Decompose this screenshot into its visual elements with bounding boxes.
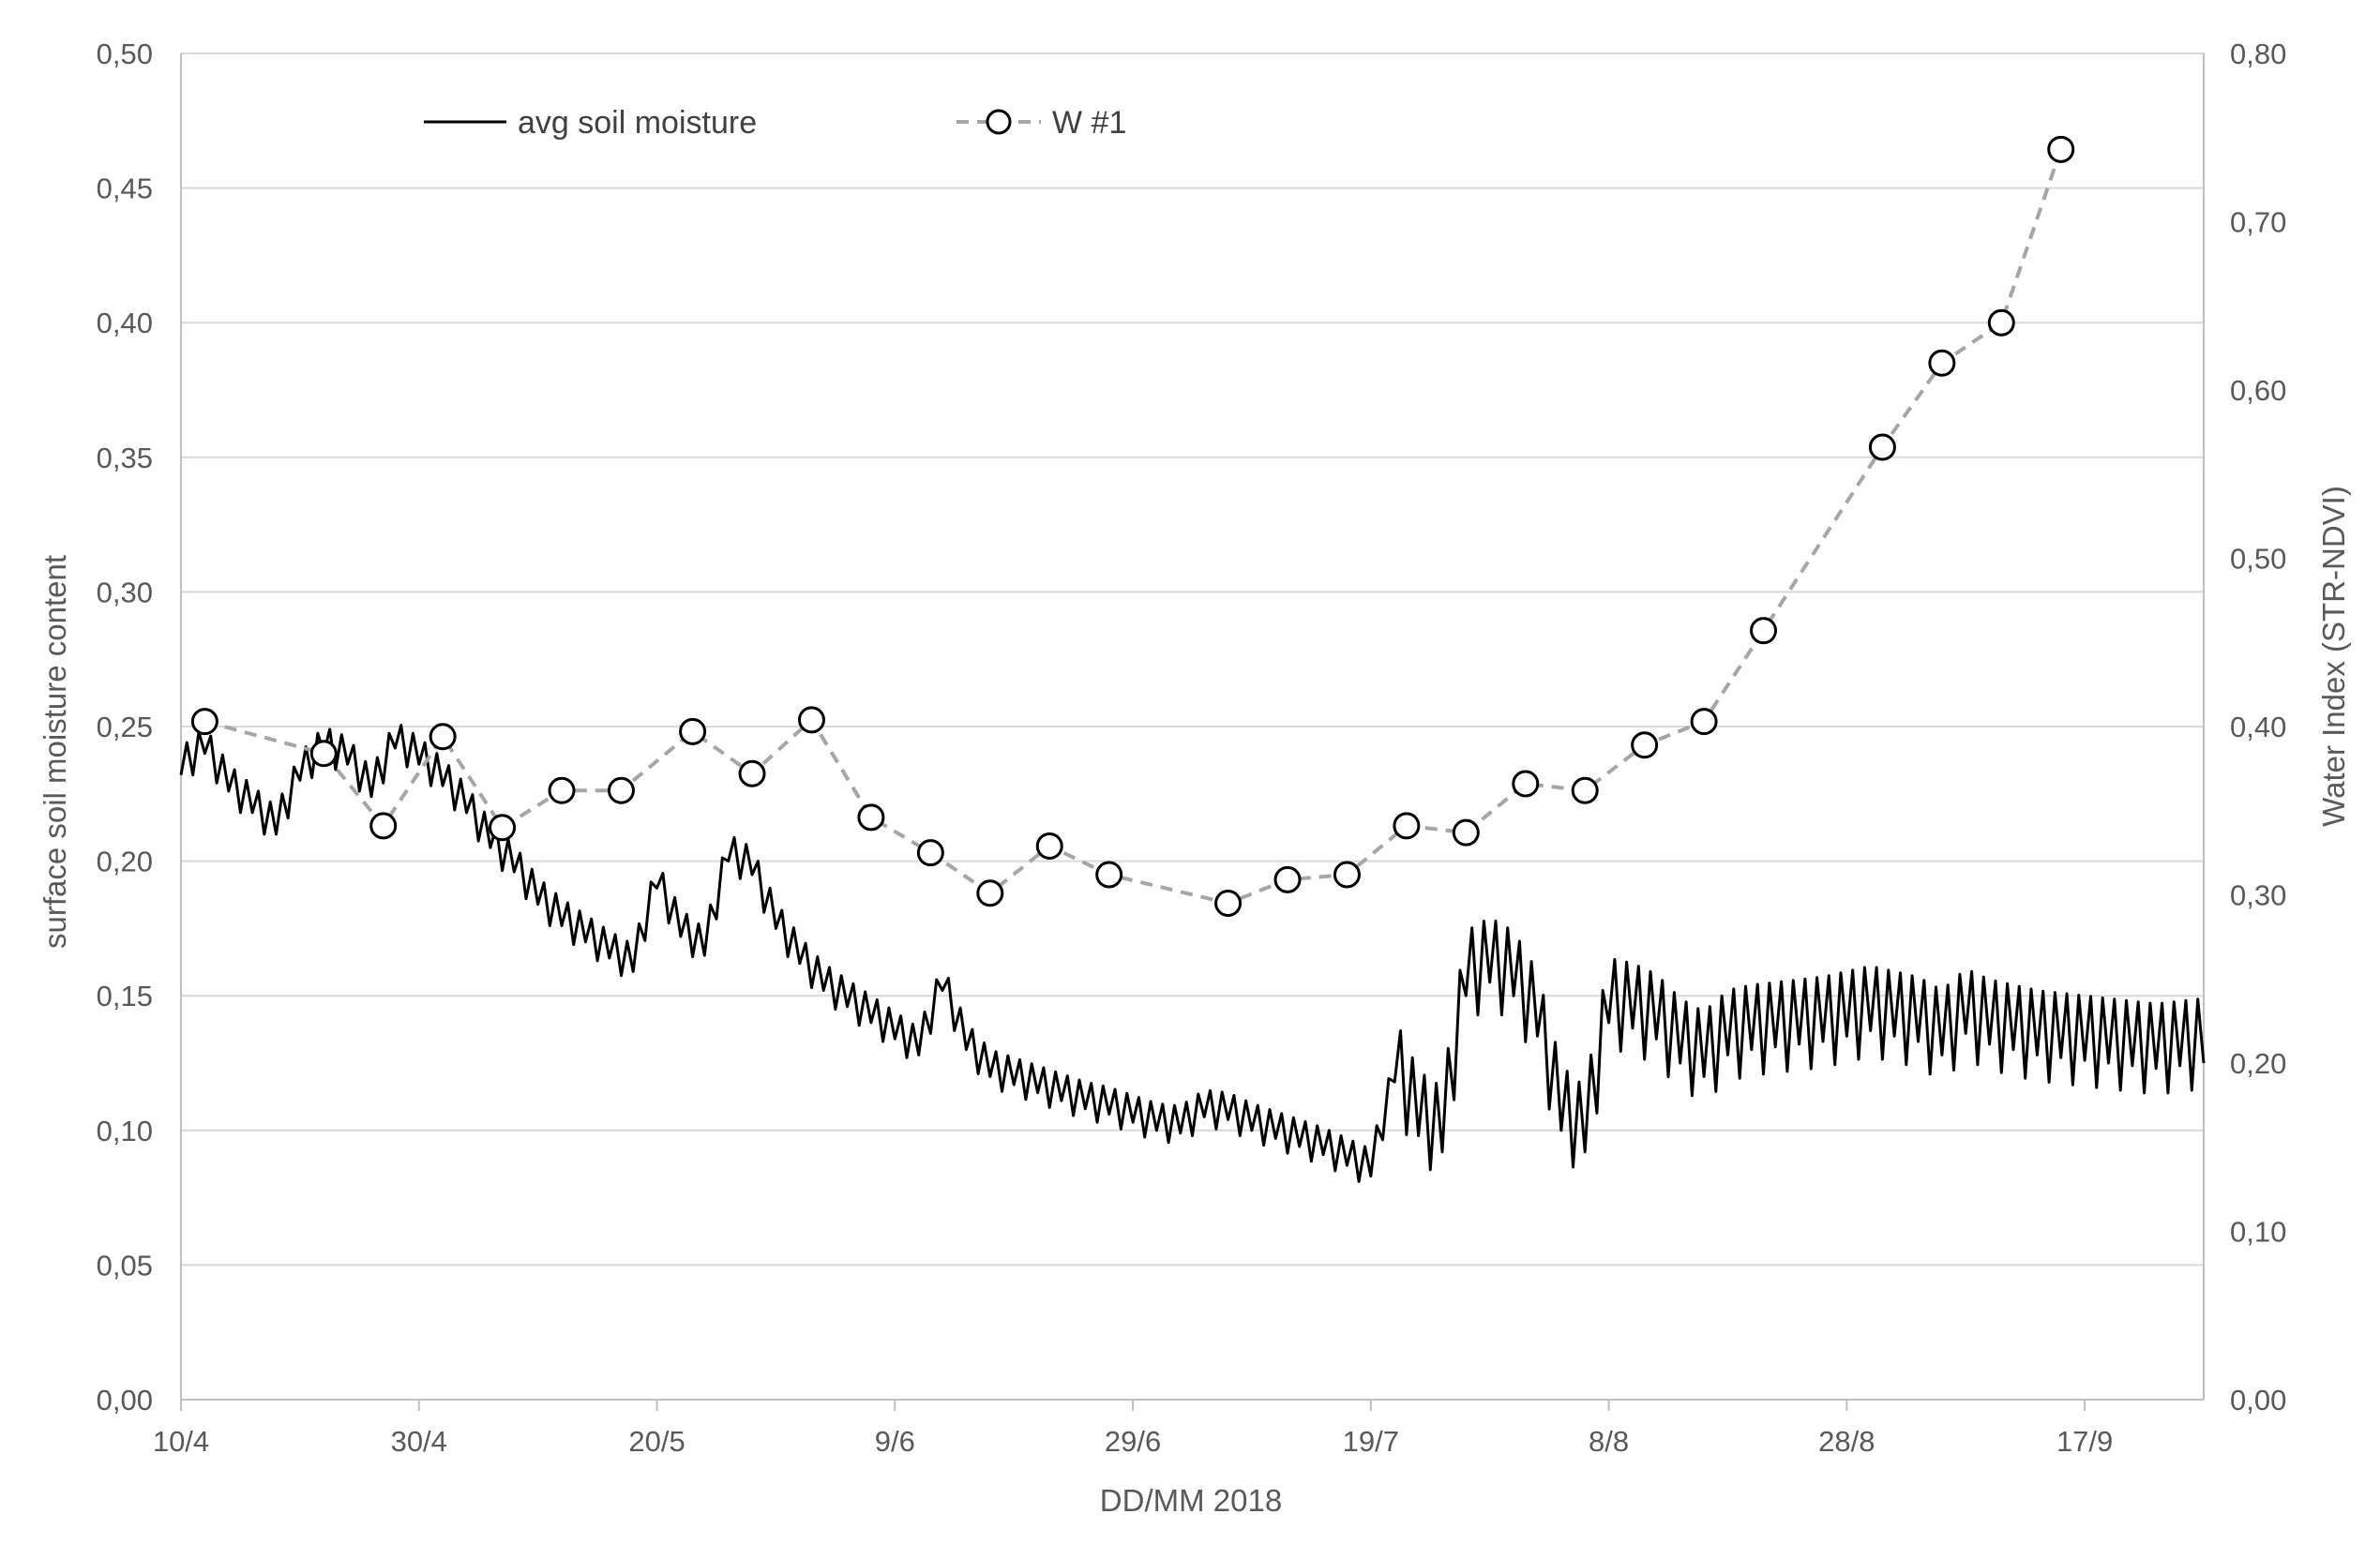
marker-w1 (548, 776, 576, 804)
right-tick-label: 0,50 (2230, 543, 2286, 576)
x-tick-label: 30/4 (391, 1425, 447, 1458)
marker-w1 (1512, 770, 1540, 798)
x-axis-title: DD/MM 2018 (1100, 1483, 1282, 1518)
x-tick-label: 9/6 (875, 1425, 915, 1458)
legend-marker-w1 (986, 109, 1012, 135)
marker-w1 (679, 717, 707, 745)
right-tick-label: 0,70 (2230, 206, 2286, 239)
marker-w1 (1095, 861, 1123, 889)
left-tick-label: 0,15 (97, 980, 153, 1012)
right-tick-label: 0,20 (2230, 1047, 2286, 1080)
marker-w1 (1273, 865, 1302, 893)
marker-w1 (1928, 349, 1956, 377)
left-tick-label: 0,10 (97, 1115, 153, 1147)
left-tick-label: 0,25 (97, 711, 153, 743)
series-line-avg-soil-moisture (179, 724, 2206, 1183)
x-axis-ticks: 10/4 30/4 20/5 9/6 29/6 19/7 8/8 28/8 17/9 (153, 1400, 2113, 1458)
right-tick-label: 0,80 (2230, 37, 2286, 70)
x-tick-label: 28/8 (1818, 1425, 1875, 1458)
left-tick-label: 0,40 (97, 307, 153, 339)
right-tick-label: 0,30 (2230, 879, 2286, 912)
marker-w1 (1333, 861, 1361, 889)
right-tick-label: 0,10 (2230, 1216, 2286, 1249)
marker-w1 (1571, 776, 1599, 804)
marker-w1 (1452, 818, 1480, 847)
marker-w1 (916, 839, 944, 867)
x-tick-label: 19/7 (1343, 1425, 1399, 1458)
marker-w1 (369, 812, 398, 840)
right-tick-label: 0,60 (2230, 374, 2286, 407)
gridlines (181, 52, 2204, 1267)
left-tick-label: 0,00 (97, 1384, 153, 1417)
series-w1 (190, 135, 2075, 917)
right-axis-ticks: 0,00 0,10 0,20 0,30 0,40 0,50 0,60 0,70 0,80 (2230, 37, 2286, 1417)
left-axis-ticks: 0,00 0,05 0,10 0,15 0,20 0,25 0,30 0,35 0,40 0,45… (97, 37, 153, 1417)
right-tick-label: 0,00 (2230, 1384, 2286, 1417)
marker-w1 (976, 879, 1004, 907)
right-tick-label: 0,40 (2230, 711, 2286, 743)
marker-w1 (2047, 135, 2075, 163)
right-axis-title: Water Index (STR-NDVI) (2316, 486, 2351, 827)
left-tick-label: 0,20 (97, 846, 153, 878)
marker-w1 (857, 803, 885, 832)
left-tick-label: 0,50 (97, 37, 153, 70)
x-tick-label: 20/5 (628, 1425, 685, 1458)
marker-w1 (607, 776, 635, 804)
marker-w1 (1750, 617, 1778, 645)
legend-label-w1: W #1 (1052, 105, 1126, 141)
marker-w1 (1214, 889, 1243, 917)
x-tick-label: 29/6 (1105, 1425, 1161, 1458)
marker-w1 (429, 723, 457, 751)
x-tick-label: 10/4 (153, 1425, 209, 1458)
marker-w1 (738, 759, 766, 787)
left-tick-label: 0,30 (97, 576, 153, 608)
marker-w1 (1690, 708, 1718, 736)
left-tick-label: 0,45 (97, 172, 153, 205)
x-tick-label: 17/9 (2056, 1425, 2113, 1458)
series-line-w1 (203, 148, 2063, 906)
x-tick-label: 8/8 (1589, 1425, 1629, 1458)
axes (180, 53, 2205, 1401)
marker-w1 (1035, 832, 1063, 860)
legend-label-soil: avg soil moisture (518, 105, 757, 141)
marker-w1 (1868, 433, 1896, 461)
marker-w1 (1631, 731, 1659, 759)
marker-w1 (797, 706, 825, 734)
marker-w1 (1987, 308, 2015, 337)
marker-w1 (489, 814, 517, 842)
left-tick-label: 0,35 (97, 442, 153, 474)
marker-w1 (309, 740, 338, 768)
marker-w1 (190, 708, 218, 736)
marker-w1 (1393, 812, 1421, 840)
series-avg-soil-moisture (179, 724, 2206, 1183)
legend: avg soil moisture W #1 (424, 105, 1126, 141)
left-tick-label: 0,05 (97, 1249, 153, 1282)
left-axis-title: surface soil moisture content (38, 555, 72, 949)
